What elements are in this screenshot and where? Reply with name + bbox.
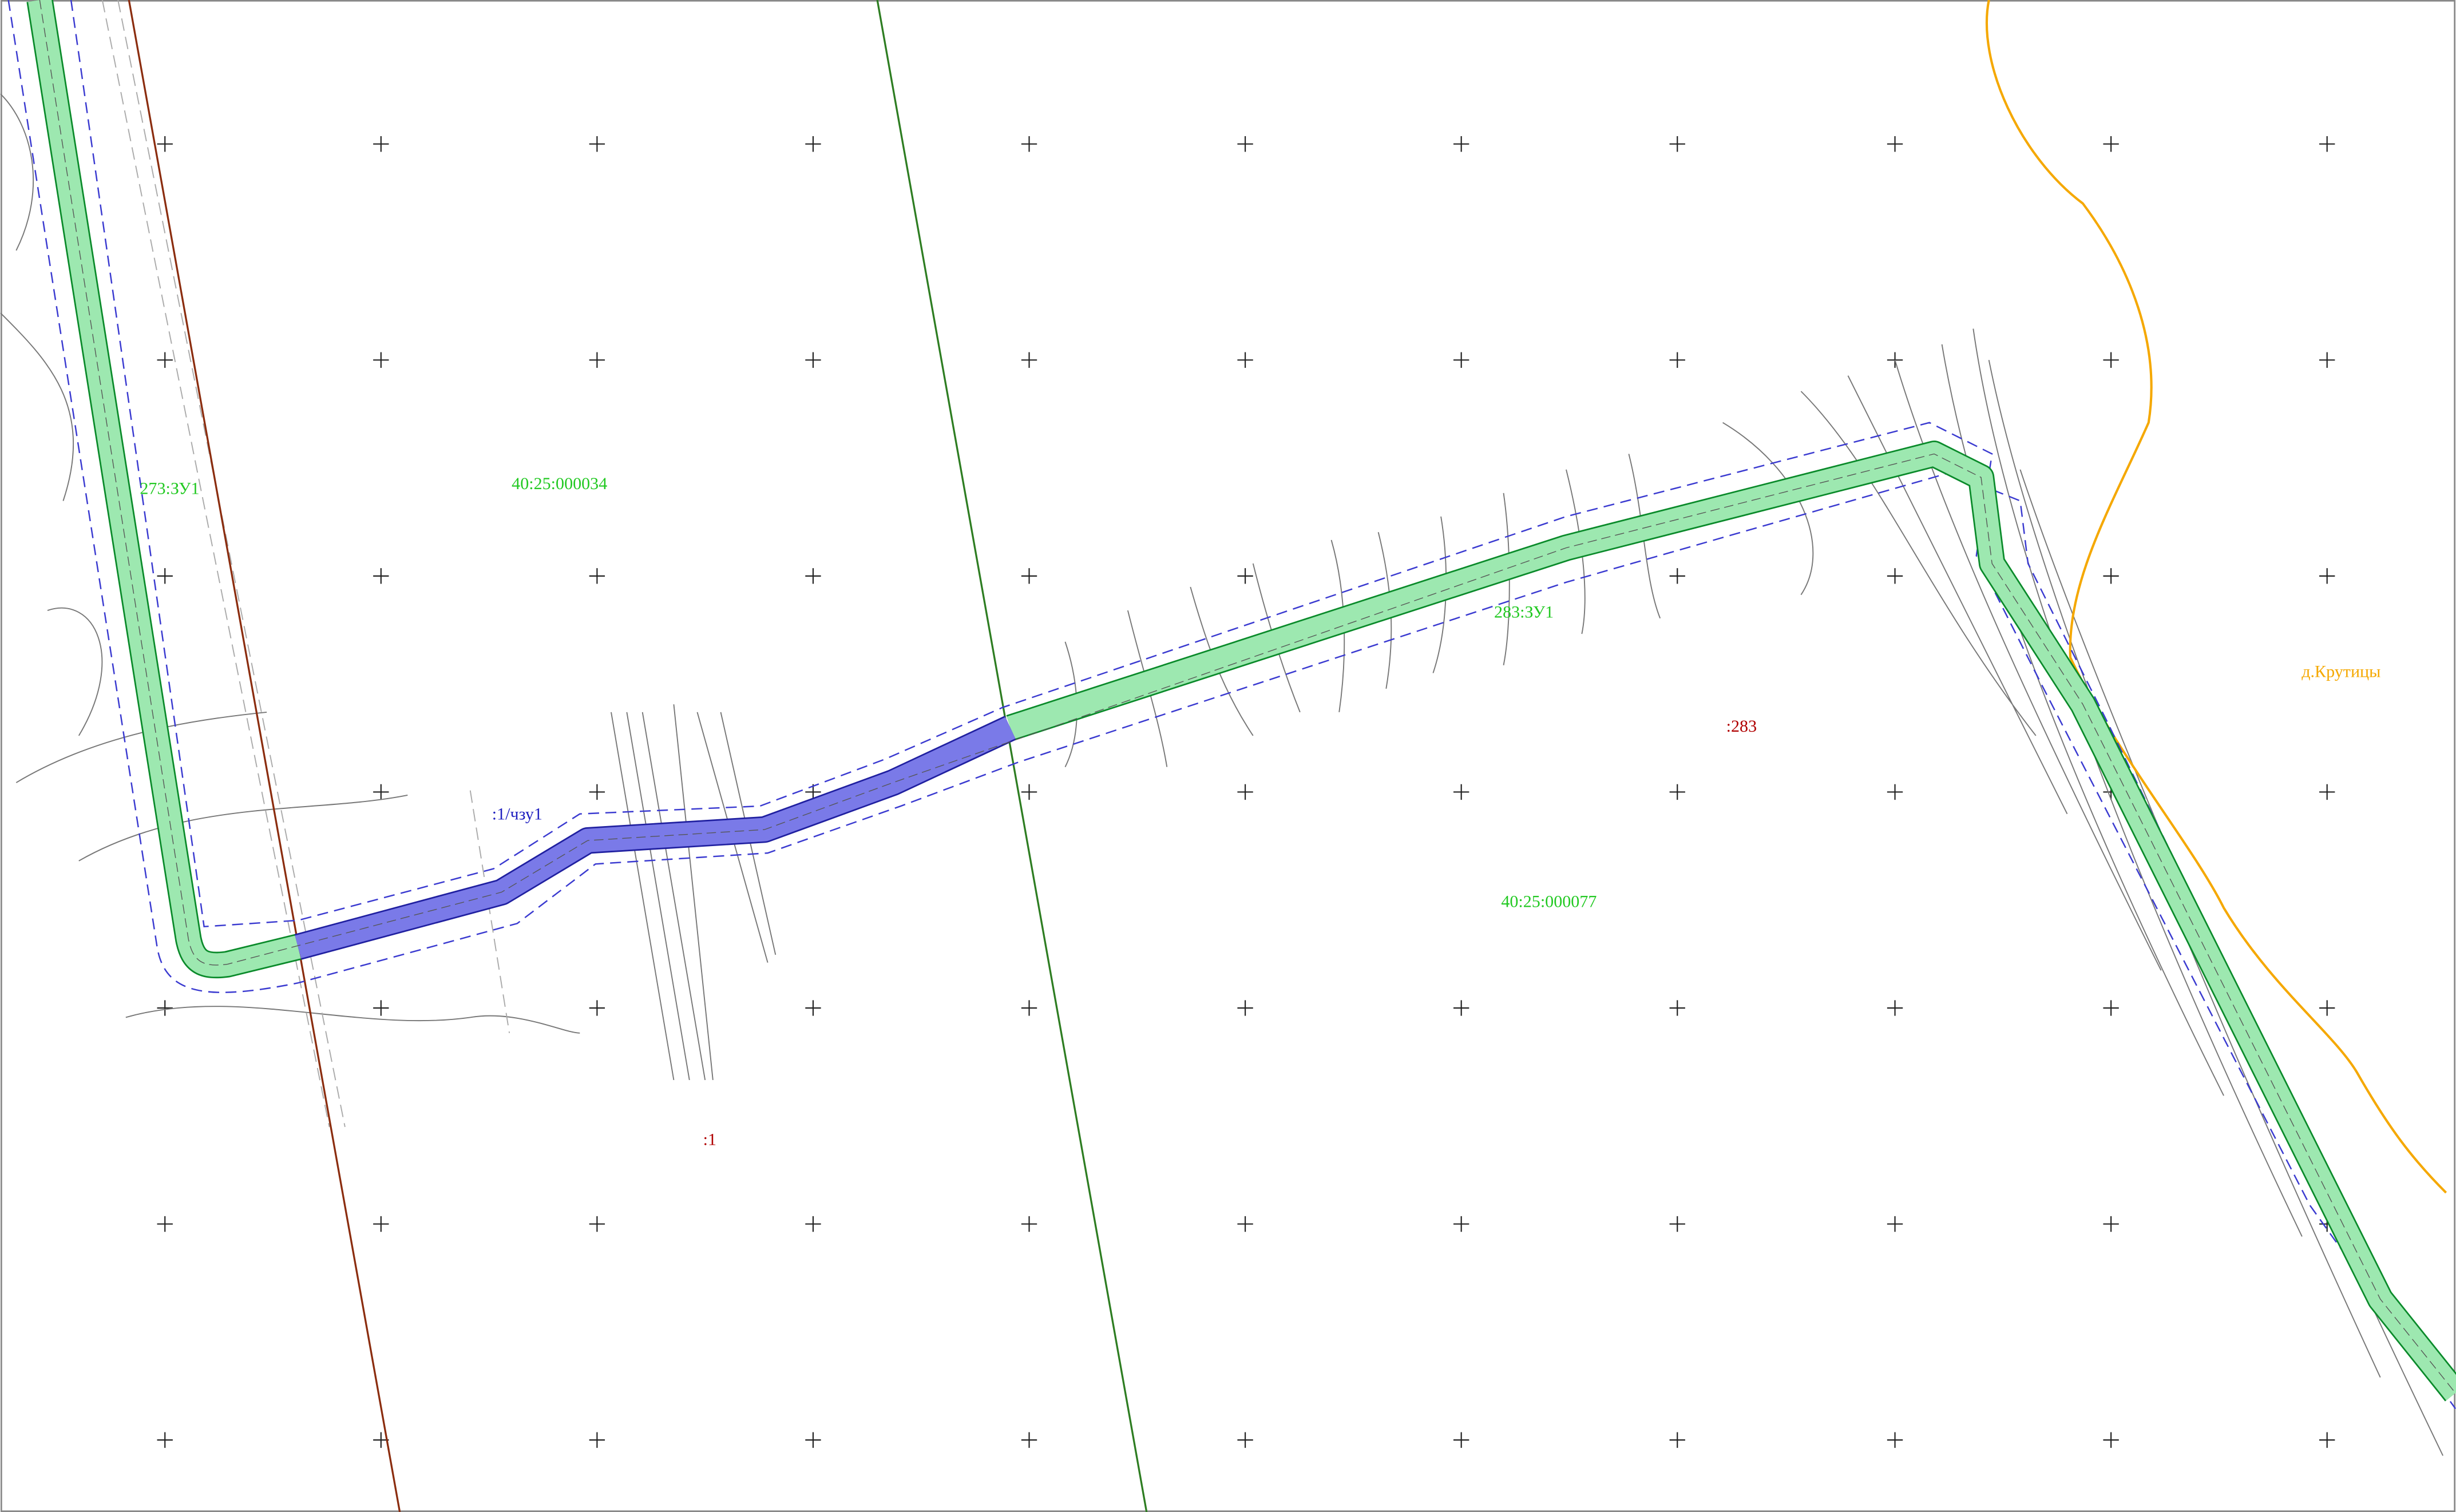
grid-cross [2319, 1000, 2335, 1016]
grid-cross [1669, 1216, 1685, 1232]
grid-cross [1887, 568, 1903, 584]
grid-cross [2103, 136, 2119, 152]
grid-cross [1021, 1432, 1037, 1448]
grid-cross [1453, 1216, 1469, 1232]
grid-cross [1021, 1216, 1037, 1232]
grid-cross [1021, 352, 1037, 368]
grid-cross [1669, 1000, 1685, 1016]
grid-cross [805, 1216, 821, 1232]
grid-cross [1237, 136, 1253, 152]
grid-cross [1453, 352, 1469, 368]
grid-cross [373, 352, 389, 368]
grid-cross [805, 352, 821, 368]
pipe-axis [39, 0, 2456, 1394]
grid-cross [157, 1000, 173, 1016]
grid-cross [2319, 784, 2335, 800]
block-label: 40:25:000034 [512, 474, 607, 493]
grid-cross [1887, 784, 1903, 800]
easement-label: :1/чзу1 [492, 804, 542, 823]
parcel-label: :283 [1726, 716, 1757, 736]
grid-cross [157, 136, 173, 152]
grid-cross [1669, 1432, 1685, 1448]
grid-cross [2319, 1432, 2335, 1448]
grid-cross [157, 568, 173, 584]
grid-cross [1669, 784, 1685, 800]
grid-cross [589, 352, 605, 368]
grid-cross [1453, 784, 1469, 800]
grid-cross [1669, 352, 1685, 368]
grid-cross [805, 136, 821, 152]
parcel-label: 283:ЗУ1 [1494, 602, 1554, 621]
grid-cross [373, 568, 389, 584]
grid-cross [2319, 352, 2335, 368]
grid-cross [1021, 1000, 1037, 1016]
grid-cross [2103, 352, 2119, 368]
village-label: д.Крутицы [2301, 661, 2380, 681]
grid-cross [2103, 568, 2119, 584]
grid-cross [1237, 352, 1253, 368]
grid-cross [1453, 136, 1469, 152]
grid-cross [1237, 1216, 1253, 1232]
grid-cross [2103, 1000, 2119, 1016]
grid-cross [157, 1432, 173, 1448]
grid-cross [1237, 784, 1253, 800]
grid-crosses [157, 136, 2335, 1448]
grid-cross [373, 136, 389, 152]
grid-cross [1887, 1216, 1903, 1232]
grid-cross [2319, 136, 2335, 152]
boundary-brown [128, 0, 401, 1512]
block-label: 40:25:000077 [1501, 892, 1597, 911]
grid-cross [1021, 784, 1037, 800]
corridor-blue [295, 717, 1016, 959]
grid-cross [589, 136, 605, 152]
grid-cross [2103, 1216, 2119, 1232]
grid-cross [1669, 568, 1685, 584]
grid-cross [157, 352, 173, 368]
grid-cross [805, 1432, 821, 1448]
grid-cross [373, 784, 389, 800]
grid-cross [1021, 136, 1037, 152]
grid-cross [805, 1000, 821, 1016]
grid-cross [589, 1000, 605, 1016]
grid-cross [1021, 568, 1037, 584]
grid-cross [1237, 1432, 1253, 1448]
grid-cross [1237, 568, 1253, 584]
grid-cross [2319, 568, 2335, 584]
grid-cross [373, 1000, 389, 1016]
grid-cross [157, 1216, 173, 1232]
grid-cross [2103, 1432, 2119, 1448]
grid-cross [589, 1216, 605, 1232]
grid-cross [1669, 136, 1685, 152]
parcel-label: :1 [703, 1129, 716, 1149]
grid-cross [1887, 1432, 1903, 1448]
grid-cross [1453, 1432, 1469, 1448]
parcel-label: 273:ЗУ1 [140, 478, 199, 498]
grid-cross [589, 568, 605, 584]
grid-cross [1453, 1000, 1469, 1016]
grid-cross [589, 784, 605, 800]
boundary-green [876, 0, 1148, 1512]
grid-cross [1887, 136, 1903, 152]
grid-cross [1237, 1000, 1253, 1016]
river [1986, 0, 2447, 1194]
grid-cross [805, 568, 821, 584]
grid-cross [589, 1432, 605, 1448]
buffer-lines [7, 0, 2456, 1410]
grid-cross [373, 1216, 389, 1232]
grid-cross [1887, 1000, 1903, 1016]
